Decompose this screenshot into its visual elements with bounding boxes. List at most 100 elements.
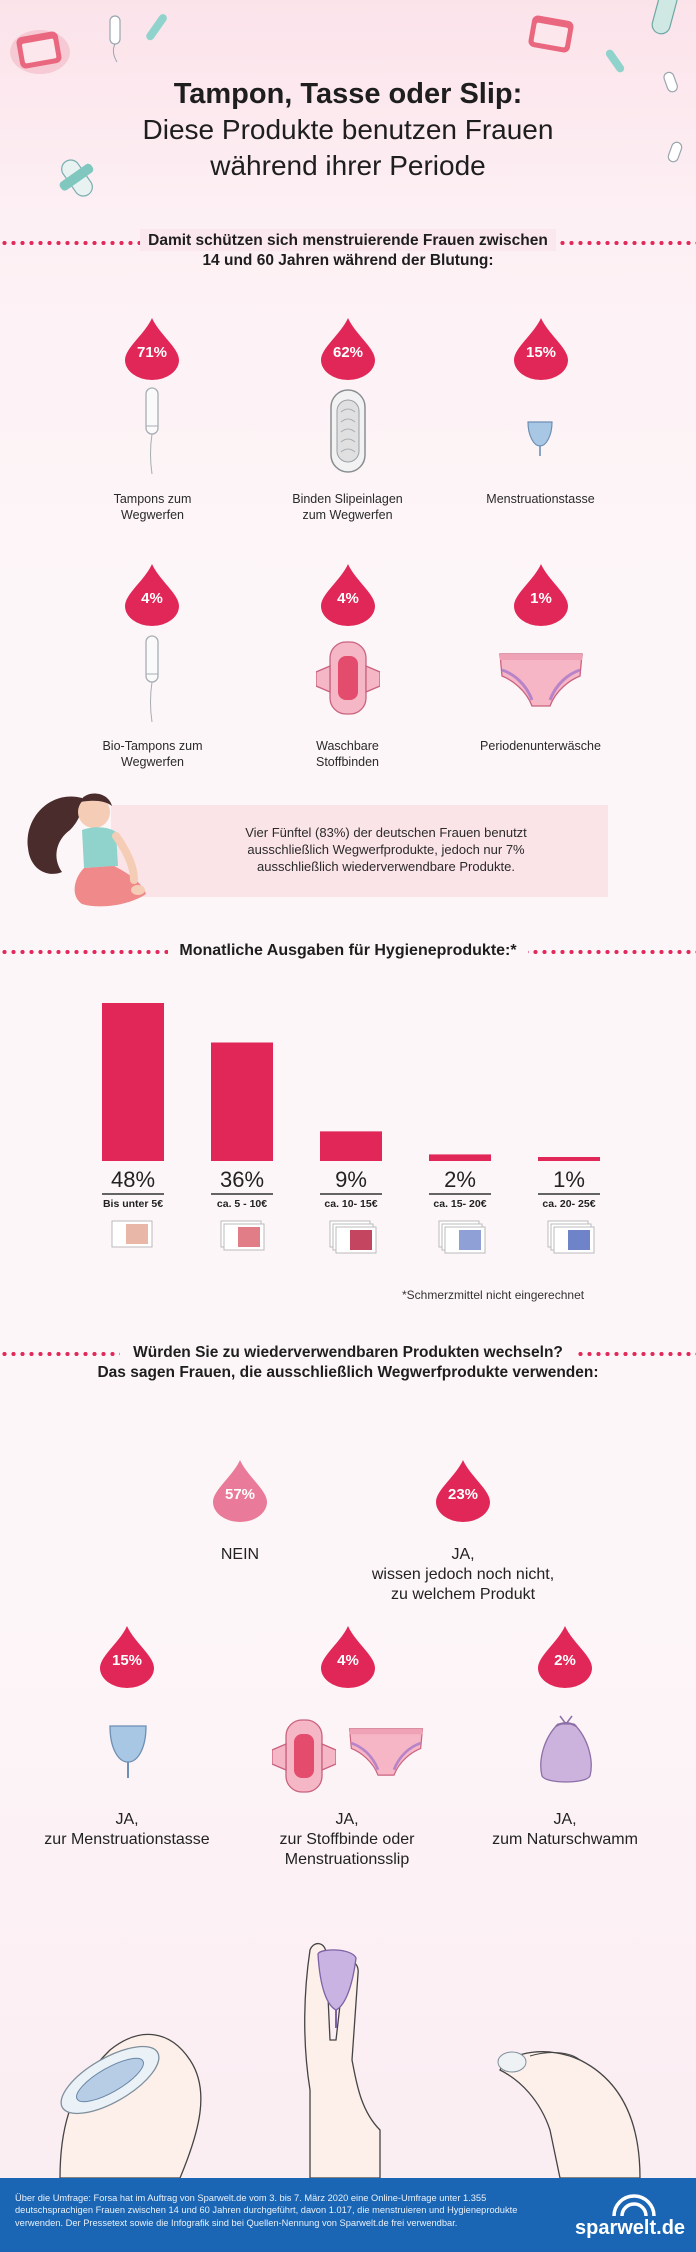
drop-cloth-pads: 4% bbox=[321, 564, 375, 626]
answer-cloth-line3: Menstruationsslip bbox=[284, 1851, 410, 1868]
answer-cloth-line2: zur Stoffbinde oder bbox=[279, 1831, 415, 1848]
drop-period-underwear-percent: 1% bbox=[530, 590, 552, 607]
drop-answer-cloth: 4% bbox=[321, 1626, 375, 1688]
cloth-pad-icon-2 bbox=[272, 1719, 336, 1793]
label-cup: Menstruationstasse bbox=[486, 492, 595, 506]
decor-applicator-icon-2 bbox=[605, 49, 625, 73]
bio-tampon-icon bbox=[145, 635, 159, 723]
hands-illustration bbox=[59, 1943, 641, 2178]
decor-pad-icon bbox=[59, 159, 94, 197]
label-period-underwear: Periodenunterwäsche bbox=[480, 739, 601, 753]
bar-value-label-3: 2% bbox=[444, 1167, 476, 1192]
drop-bio-tampons-percent: 4% bbox=[141, 590, 163, 607]
bar-2 bbox=[320, 1131, 382, 1161]
drop-tampons: 71% bbox=[125, 318, 179, 380]
section1-heading-line1-text: Damit schützen sich menstruierende Fraue… bbox=[148, 232, 548, 249]
bar-category-label-1: ca. 5 - 10€ bbox=[217, 1198, 267, 1210]
pad-icon bbox=[330, 389, 366, 473]
answer-sponge-line1: JA, bbox=[553, 1811, 577, 1828]
callout-line1: Vier Fünftel (83%) der deutschen Frauen … bbox=[245, 825, 527, 840]
drop-answer-nein: 57% bbox=[213, 1460, 267, 1522]
period-underwear-icon-2 bbox=[348, 1728, 424, 1776]
banknote-icon-3 bbox=[438, 1220, 486, 1254]
banknote-icon-4 bbox=[547, 1220, 595, 1254]
answer-unsure-line1: JA, bbox=[451, 1546, 475, 1563]
section3-heading-line2: Das sagen Frauen, die ausschließlich Weg… bbox=[97, 1364, 599, 1381]
footer-brand: sparwelt.de bbox=[575, 2217, 686, 2239]
callout-line3: ausschließlich wiederverwendbare Produkt… bbox=[257, 859, 515, 874]
sparwelt-logo-icon bbox=[612, 2194, 656, 2217]
natural-sponge-bag-icon bbox=[540, 1715, 592, 1783]
page-subtitle-line1: Diese Produkte benutzen Frauen bbox=[142, 114, 554, 145]
callout-line2: ausschließlich Wegwerfprodukte, jedoch n… bbox=[247, 842, 525, 857]
drop-cup-percent: 15% bbox=[525, 344, 557, 361]
decor-tampon-icon-2 bbox=[663, 71, 678, 93]
drop-cloth-pads-percent: 4% bbox=[337, 590, 359, 607]
answer-cloth-percent: 4% bbox=[337, 1652, 359, 1669]
answer-cup-line1: JA, bbox=[115, 1811, 139, 1828]
drop-cup: 15% bbox=[514, 318, 568, 380]
section1-heading-line2: 14 und 60 Jahren während der Blutung: bbox=[202, 252, 494, 269]
label-tampons-line1: Tampons zum bbox=[113, 492, 192, 506]
answer-cup-line2: zur Menstruationstasse bbox=[44, 1831, 210, 1848]
bar-0 bbox=[102, 1003, 164, 1161]
woman-illustration bbox=[27, 793, 146, 907]
label-pads-line1: Binden Slipeinlagen bbox=[292, 492, 403, 506]
decor-applicator-icon bbox=[146, 14, 167, 41]
decor-tampon-icon-3 bbox=[667, 141, 683, 163]
banknote-icon-0 bbox=[111, 1220, 153, 1248]
page-title: Tampon, Tasse oder Slip: bbox=[173, 78, 523, 110]
banknote-icon-2 bbox=[329, 1220, 377, 1254]
answer-sponge-line2: zum Naturschwamm bbox=[492, 1831, 638, 1848]
label-bio-tampons-line2: Wegwerfen bbox=[121, 755, 184, 769]
drop-answer-cup: 15% bbox=[100, 1626, 154, 1688]
bar-category-label-4: ca. 20- 25€ bbox=[542, 1198, 595, 1210]
label-bio-tampons-line1: Bio-Tampons zum bbox=[102, 739, 203, 753]
answer-unsure-percent: 23% bbox=[447, 1486, 479, 1503]
footer: Über die Umfrage: Forsa hat im Auftrag v… bbox=[0, 2178, 696, 2252]
bar-value-label-1: 36% bbox=[220, 1167, 264, 1192]
drop-answer-sponge: 2% bbox=[538, 1626, 592, 1688]
answer-unsure-line3: zu welchem Produkt bbox=[390, 1586, 536, 1603]
bar-category-label-0: Bis unter 5€ bbox=[103, 1198, 163, 1210]
label-cloth-pads-line2: Stoffbinden bbox=[315, 755, 380, 769]
label-pads-line2: zum Wegwerfen bbox=[302, 508, 393, 522]
section3-heading-line1: Würden Sie zu wiederverwendbaren Produkt… bbox=[133, 1344, 563, 1361]
drop-pads-percent: 62% bbox=[332, 344, 364, 361]
chart-footnote: *Schmerzmittel nicht eingerechnet bbox=[402, 1288, 585, 1302]
bar-4 bbox=[538, 1157, 600, 1161]
answer-nein-label: NEIN bbox=[220, 1546, 260, 1563]
answer-cup-percent: 15% bbox=[111, 1652, 143, 1669]
footer-line3: verwenden. Der Pressetext sowie die Info… bbox=[15, 2217, 458, 2228]
section2-heading: Monatliche Ausgaben für Hygieneprodukte:… bbox=[179, 942, 517, 959]
decor-tampon-icon bbox=[109, 15, 121, 63]
decor-calendar-icon-2 bbox=[528, 15, 574, 53]
answer-nein-percent: 57% bbox=[224, 1486, 256, 1503]
bar-1 bbox=[211, 1042, 273, 1161]
label-tampons-line2: Wegwerfen bbox=[121, 508, 184, 522]
bar-category-label-2: ca. 10- 15€ bbox=[324, 1198, 377, 1210]
drop-period-underwear: 1% bbox=[514, 564, 568, 626]
cloth-pad-icon bbox=[316, 641, 380, 715]
label-cloth-pads-line1: Waschbare bbox=[316, 739, 379, 753]
menstrual-cup-icon bbox=[527, 421, 553, 456]
drop-answer-unsure: 23% bbox=[436, 1460, 490, 1522]
answer-unsure-line2: wissen jedoch noch nicht, bbox=[371, 1566, 555, 1583]
bar-value-label-4: 1% bbox=[553, 1167, 585, 1192]
footer-line2: deutschsprachigen Frauen zwischen 14 und… bbox=[15, 2205, 518, 2216]
period-underwear-icon bbox=[499, 653, 583, 707]
menstrual-cup-icon-2 bbox=[109, 1725, 147, 1778]
decor-pad-icon-2 bbox=[651, 0, 678, 35]
drop-bio-tampons: 4% bbox=[125, 564, 179, 626]
bar-value-label-0: 48% bbox=[111, 1167, 155, 1192]
decor-calendar-icon bbox=[10, 30, 70, 74]
bar-3 bbox=[429, 1154, 491, 1161]
answer-cloth-line1: JA, bbox=[335, 1811, 359, 1828]
drop-pads: 62% bbox=[321, 318, 375, 380]
footer-line1: Über die Umfrage: Forsa hat im Auftrag v… bbox=[15, 2193, 487, 2203]
banknote-icon-1 bbox=[220, 1220, 265, 1251]
answer-sponge-percent: 2% bbox=[554, 1652, 576, 1669]
bar-category-label-3: ca. 15- 20€ bbox=[433, 1198, 486, 1210]
bar-value-label-2: 9% bbox=[335, 1167, 367, 1192]
drop-tampons-percent: 71% bbox=[136, 344, 168, 361]
